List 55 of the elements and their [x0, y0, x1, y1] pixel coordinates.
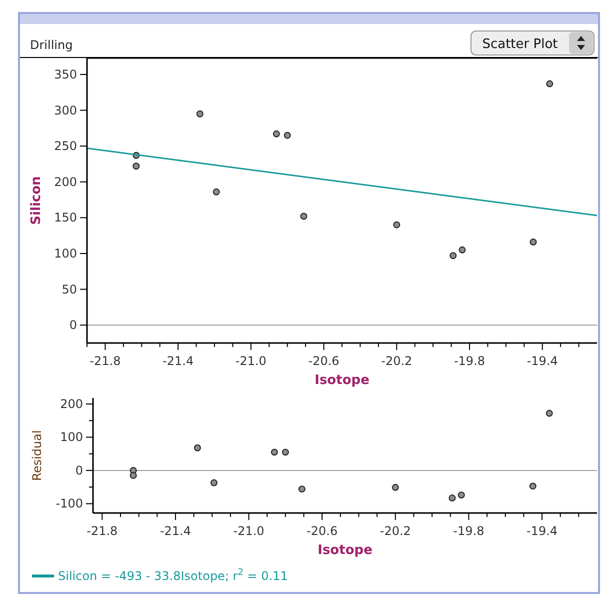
y-tick-label: 100 [54, 246, 77, 260]
point [458, 246, 466, 254]
x-tick-label: -21.4 [160, 524, 192, 538]
x-tick-label: -20.2 [381, 354, 412, 368]
point [270, 448, 278, 456]
point [530, 238, 537, 246]
dropdown-button: Scatter Plot [470, 30, 594, 56]
x-tick-label: -19.8 [454, 354, 486, 368]
y-axis-title: Residual [30, 430, 44, 481]
point [298, 486, 306, 493]
x-tick-label: -19.4 [526, 524, 558, 538]
y-tick-label: 50 [62, 282, 77, 296]
point [546, 410, 553, 417]
point [212, 188, 220, 196]
point [450, 252, 457, 260]
y-tick-label: 300 [54, 103, 77, 118]
y-tick-label: 0 [69, 318, 77, 332]
x-tick-label: -21.4 [162, 354, 194, 368]
x-tick-label: -21.8 [86, 524, 118, 538]
point [393, 221, 400, 228]
point [392, 484, 399, 491]
y-axis-title: Silicon [29, 176, 44, 225]
point [448, 494, 456, 502]
point [529, 482, 536, 490]
y-tick-label: -100 [56, 496, 83, 511]
x-axis-title: Isotope [318, 543, 373, 558]
point [194, 444, 201, 452]
x-tick-label: -20.6 [306, 524, 338, 538]
x-tick-label: -21.0 [233, 524, 264, 538]
x-tick-label: -20.6 [308, 354, 340, 368]
y-tick-label: 150 [54, 210, 77, 225]
y-tick-label: 200 [54, 174, 77, 189]
point [132, 162, 140, 170]
point [282, 448, 289, 456]
y-tick-label: 200 [60, 396, 83, 411]
point [130, 472, 137, 479]
y-tick-label: 250 [54, 139, 77, 154]
point [272, 130, 280, 138]
point [196, 110, 204, 118]
point [458, 492, 465, 499]
y-tick-label: 100 [60, 430, 83, 444]
point [546, 80, 554, 88]
y-tick-label: 0 [75, 463, 83, 478]
x-tick-label: -21.0 [235, 354, 266, 368]
chart-title: Drilling [30, 38, 73, 52]
point [210, 479, 218, 486]
x-tick-label: -19.8 [453, 524, 484, 538]
legend-label: Silicon = -493 - 33.8Isotope; r$^{2}$ = 0.11 [58, 568, 288, 583]
x-tick-label: -21.8 [90, 354, 121, 368]
x-axis-title: Isotope [314, 373, 370, 388]
y-tick-label: 350 [54, 67, 77, 82]
x-tick-label: -19.4 [526, 354, 558, 368]
point [300, 212, 308, 220]
x-tick-label: -20.2 [380, 524, 411, 538]
point [284, 132, 291, 139]
